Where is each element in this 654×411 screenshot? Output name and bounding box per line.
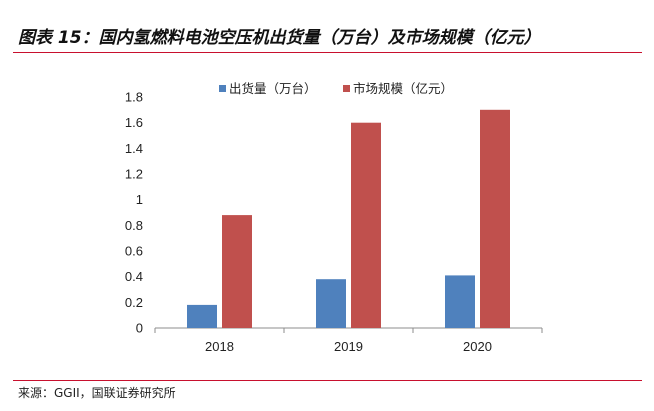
source-rule <box>13 380 642 381</box>
bar-shipment-volume-2018 <box>187 304 217 328</box>
x-tick-label: 2018 <box>205 339 234 354</box>
bar-chart: 出货量（万台） 市场规模（亿元） 0 0.2 0.4 0.6 0.8 1 1.2 1.4 1.6 1… <box>125 81 543 354</box>
legend-swatch-market-size <box>343 85 350 92</box>
y-tick-label: 1.8 <box>125 90 143 105</box>
x-axis: 2018 2019 2020 <box>154 327 543 354</box>
bar-market-size-2018 <box>222 215 252 328</box>
bar-market-size-2020 <box>480 109 510 328</box>
bar-market-size-2019 <box>351 122 381 328</box>
legend: 出货量（万台） 市场规模（亿元） <box>219 81 453 96</box>
x-tick-label: 2019 <box>334 339 363 354</box>
y-tick-label: 0.2 <box>125 295 143 310</box>
y-tick-label: 1.6 <box>125 115 143 130</box>
legend-label-market-size: 市场规模（亿元） <box>353 81 453 96</box>
figure-source: 来源：GGII，国联证券研究所 <box>18 386 176 400</box>
y-axis: 0 0.2 0.4 0.6 0.8 1 1.2 1.4 1.6 1.8 <box>125 90 143 336</box>
y-tick-label: 0.8 <box>125 218 143 233</box>
bar-shipment-volume-2020 <box>445 275 475 328</box>
y-tick-label: 1.2 <box>125 167 143 182</box>
y-tick-label: 1 <box>136 192 143 207</box>
bar-shipment-volume-2019 <box>316 279 346 328</box>
y-tick-label: 0.4 <box>125 269 143 284</box>
bars <box>187 109 510 328</box>
title-rule <box>13 52 642 53</box>
y-tick-label: 0.6 <box>125 244 143 259</box>
x-tick-label: 2020 <box>463 339 492 354</box>
legend-swatch-shipment-volume <box>219 85 226 92</box>
y-tick-label: 0 <box>136 321 143 336</box>
legend-label-shipment-volume: 出货量（万台） <box>229 81 317 96</box>
figure-title: 图表 15：国内氢燃料电池空压机出货量（万台）及市场规模（亿元） <box>18 28 541 48</box>
y-tick-label: 1.4 <box>125 141 143 156</box>
